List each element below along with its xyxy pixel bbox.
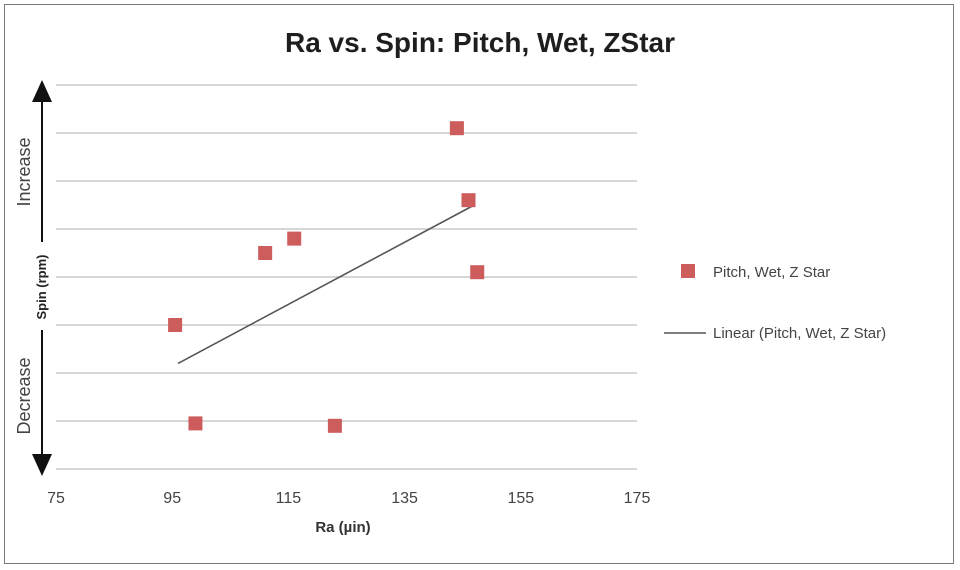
legend: Pitch, Wet, Z Star Linear (Pitch, Wet, Z…	[664, 264, 886, 342]
x-tick-label: 115	[276, 490, 302, 507]
x-tick-label: 175	[624, 490, 651, 507]
data-point	[327, 418, 342, 433]
chart-frame	[4, 4, 954, 564]
trendline-group	[177, 204, 475, 365]
legend-entry-trendline: Linear (Pitch, Wet, Z Star)	[713, 325, 886, 342]
legend-marker-square	[681, 264, 695, 278]
y-axis-arrow	[32, 80, 52, 476]
y-axis-label: Spin (rpm)	[34, 255, 49, 320]
x-tick-label: 75	[47, 490, 65, 507]
data-point	[470, 265, 485, 280]
data-point	[258, 246, 273, 260]
arrow-up-icon	[32, 80, 52, 102]
data-point	[287, 231, 302, 246]
trendline	[177, 204, 475, 365]
data-point	[461, 193, 476, 208]
data-point	[188, 416, 203, 431]
x-axis-ticks: 75 95 115 135 155 175	[47, 490, 650, 507]
legend-entry-series: Pitch, Wet, Z Star	[713, 264, 830, 281]
x-tick-label: 135	[391, 490, 418, 507]
arrow-down-icon	[32, 454, 52, 476]
gridlines	[56, 84, 637, 470]
chart-title: Ra vs. Spin: Pitch, Wet, ZStar	[285, 27, 675, 58]
data-point	[168, 318, 183, 332]
x-tick-label: 155	[507, 490, 534, 507]
x-axis-label: Ra (µin)	[315, 519, 370, 536]
y-direction-increase: Increase	[14, 137, 34, 206]
data-points	[168, 121, 485, 433]
x-tick-label: 95	[163, 490, 181, 507]
y-direction-decrease: Decrease	[14, 357, 34, 434]
data-point	[449, 121, 464, 136]
